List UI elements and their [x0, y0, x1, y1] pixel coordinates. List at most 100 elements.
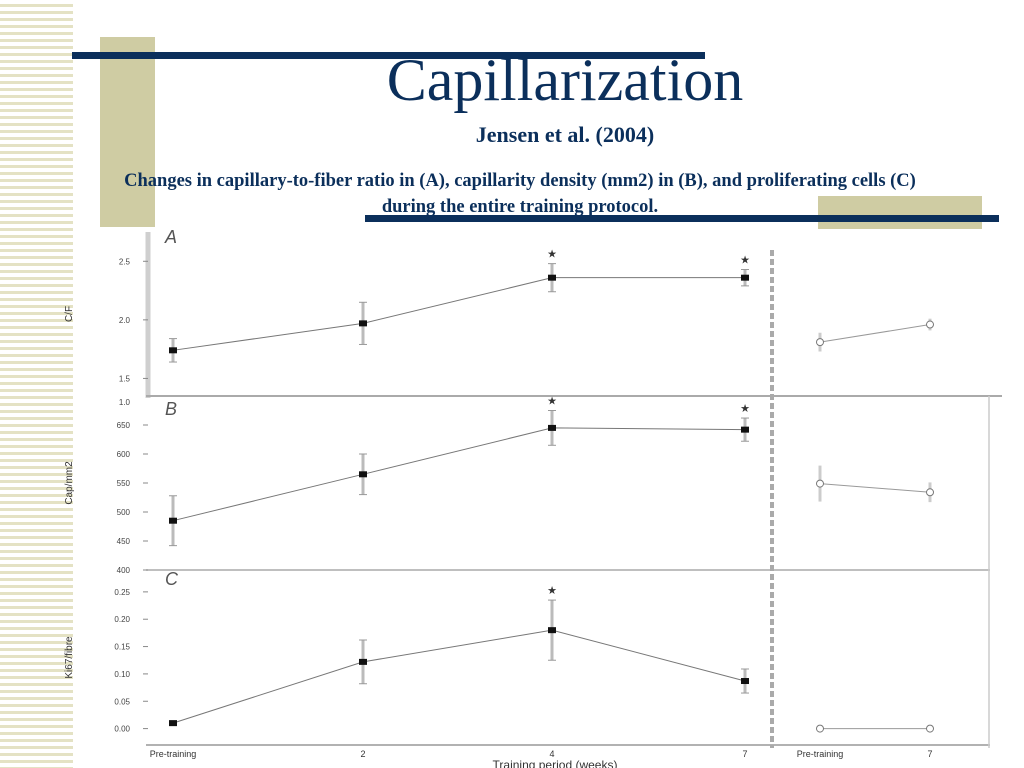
- data-point: [359, 471, 367, 478]
- sidebar-stripe: [0, 200, 73, 203]
- sidebar-stripe: [0, 298, 73, 301]
- sidebar-stripe: [0, 81, 73, 84]
- data-point: [741, 426, 749, 433]
- sidebar-stripe: [0, 256, 73, 259]
- sidebar-stripe: [0, 67, 73, 70]
- y-tick-label: 0.25: [114, 588, 130, 597]
- sidebar-stripe: [0, 522, 73, 525]
- sidebar-stripe: [0, 431, 73, 434]
- sidebar-stripe: [0, 634, 73, 637]
- panel-letter: B: [165, 399, 177, 419]
- sidebar-stripe: [0, 186, 73, 189]
- sidebar-stripe: [0, 445, 73, 448]
- sidebar-stripe: [0, 410, 73, 413]
- x-tick-label: Pre-training: [150, 749, 197, 759]
- y-tick-label-extra: 1.0: [119, 398, 131, 407]
- sidebar-stripe: [0, 620, 73, 623]
- sidebar-stripe: [0, 494, 73, 497]
- sidebar-stripe: [0, 207, 73, 210]
- sidebar-stripe: [0, 116, 73, 119]
- series-line: [172, 427, 746, 522]
- slide-subtitle: Jensen et al. (2004): [475, 122, 655, 147]
- sidebar-stripe: [0, 179, 73, 182]
- sidebar-stripe: [0, 333, 73, 336]
- sidebar-stripe: [0, 690, 73, 693]
- x-tick-label: 2: [360, 749, 365, 759]
- sidebar-stripe: [0, 760, 73, 763]
- sidebar-stripe: [0, 704, 73, 707]
- y-tick-label: 0.00: [114, 725, 130, 734]
- data-point: [548, 274, 556, 281]
- sidebar-stripe: [0, 697, 73, 700]
- sidebar-stripe: [0, 564, 73, 567]
- x-tick-label: 4: [549, 749, 554, 759]
- sidebar-stripe: [0, 347, 73, 350]
- sidebar-stripe: [0, 46, 73, 49]
- sidebar-stripe: [0, 11, 73, 14]
- sidebar-stripe: [0, 312, 73, 315]
- data-point: [169, 720, 177, 727]
- sidebar-stripe: [0, 473, 73, 476]
- sidebar-stripe: [0, 732, 73, 735]
- data-point: [741, 678, 749, 685]
- sidebar-stripe: [0, 291, 73, 294]
- sidebar-stripe: [0, 753, 73, 756]
- sidebar-stripe: [0, 655, 73, 658]
- sidebar-stripe: [0, 417, 73, 420]
- y-axis-label: Cap/mm2: [64, 461, 75, 505]
- slide-caption: Changes in capillary-to-fiber ratio in (…: [124, 171, 916, 217]
- y-tick-label: 0.20: [114, 615, 130, 624]
- sidebar-stripe: [0, 361, 73, 364]
- data-point: [548, 627, 556, 634]
- sidebar-stripe: [0, 158, 73, 161]
- sidebar-stripe: [0, 725, 73, 728]
- followup-point: [926, 320, 934, 329]
- sidebar-stripe: [0, 662, 73, 665]
- sidebar-stripe: [0, 648, 73, 651]
- sidebar-stripe: [0, 676, 73, 679]
- sidebar-stripe: [0, 571, 73, 574]
- y-tick-label: 550: [117, 479, 131, 488]
- x-axis-label: Training period (weeks): [493, 758, 618, 768]
- sidebar-stripe: [0, 382, 73, 385]
- sidebar-stripe: [0, 137, 73, 140]
- sidebar-stripe: [0, 501, 73, 504]
- sidebar-stripe: [0, 711, 73, 714]
- significance-star: ★: [740, 254, 750, 266]
- sidebar-stripe: [0, 32, 73, 35]
- sidebar-stripe: [0, 53, 73, 56]
- followup-point: [816, 479, 824, 488]
- sidebar-stripe: [0, 263, 73, 266]
- sidebar-stripe: [0, 144, 73, 147]
- followup-line: [819, 483, 931, 493]
- sidebar-stripe: [0, 641, 73, 644]
- series-line: [172, 629, 746, 724]
- x-tick-label-followup: Pre-training: [797, 749, 844, 759]
- x-tick-label-followup: 7: [927, 749, 932, 759]
- sidebar-stripe: [0, 172, 73, 175]
- sidebar-stripe: [0, 74, 73, 77]
- sidebar-stripe: [0, 627, 73, 630]
- sidebar-stripe: [0, 550, 73, 553]
- y-tick-label: 1.5: [119, 374, 131, 383]
- followup-line: [819, 324, 931, 343]
- sidebar-stripe: [0, 130, 73, 133]
- sidebar-stripe: [0, 592, 73, 595]
- sidebar-stripe: [0, 193, 73, 196]
- sidebar-stripe: [0, 480, 73, 483]
- followup-point: [816, 338, 824, 347]
- sidebar-stripe: [0, 683, 73, 686]
- sidebar-stripe: [0, 487, 73, 490]
- sidebar-stripe: [0, 277, 73, 280]
- sidebar-stripe: [0, 529, 73, 532]
- sidebar-stripe: [0, 242, 73, 245]
- y-tick-label: 0.15: [114, 643, 130, 652]
- y-tick-label: 450: [117, 537, 131, 546]
- y-tick-label: 600: [117, 450, 131, 459]
- olive-accent-block-right: [818, 196, 982, 229]
- sidebar-stripe: [0, 60, 73, 63]
- sidebar-stripe: [0, 739, 73, 742]
- significance-star: ★: [547, 396, 557, 408]
- sidebar-stripe: [0, 543, 73, 546]
